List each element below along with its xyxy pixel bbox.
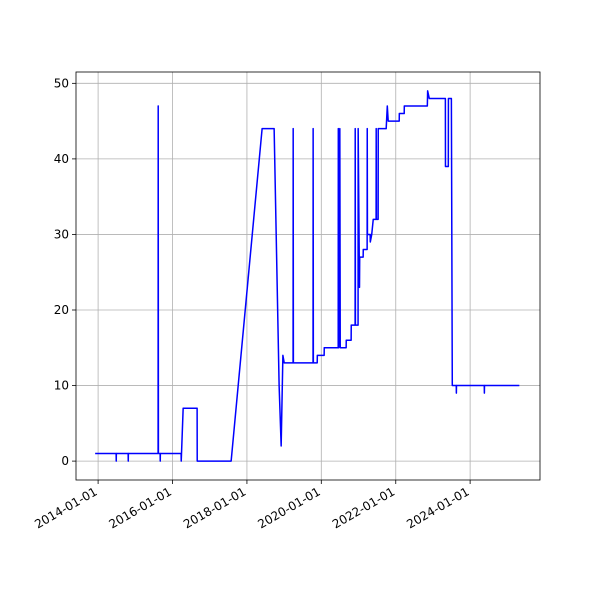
data-line xyxy=(95,90,520,462)
x-tick-label: 2020-01-01 xyxy=(255,484,322,531)
y-tick-label: 0 xyxy=(61,454,69,468)
y-tick-label: 40 xyxy=(54,152,69,166)
x-tick-label: 2016-01-01 xyxy=(107,484,174,531)
x-tick-label: 2014-01-01 xyxy=(32,484,99,531)
x-tick-label: 2022-01-01 xyxy=(330,484,397,531)
x-tick-label: 2018-01-01 xyxy=(181,484,248,531)
y-tick-label: 50 xyxy=(54,76,69,90)
y-tick-label: 20 xyxy=(54,303,69,317)
plot-frame xyxy=(75,71,541,481)
y-tick-label: 10 xyxy=(54,379,69,393)
x-tick-label: 2024-01-01 xyxy=(404,484,471,531)
y-tick-label: 30 xyxy=(54,227,69,241)
